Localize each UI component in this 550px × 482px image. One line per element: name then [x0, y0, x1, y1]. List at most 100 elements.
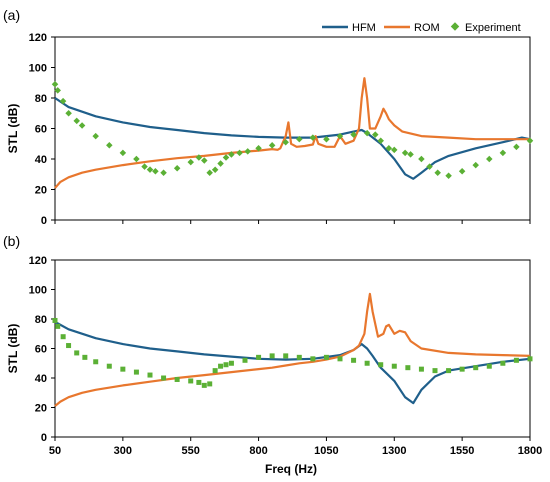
experiment-point: [268, 142, 276, 149]
experiment-point: [283, 353, 289, 359]
experiment-point: [434, 169, 441, 176]
experiment-point: [459, 366, 465, 372]
experiment-point: [513, 143, 520, 151]
experiment-point: [106, 142, 113, 149]
experiment-point: [146, 166, 154, 173]
experiment-point: [217, 160, 224, 167]
series-hfm-line: [54, 320, 531, 405]
experiment-point: [78, 122, 86, 129]
experiment-point: [513, 357, 519, 363]
experiment-point: [173, 164, 181, 172]
x-tick-label: 800: [249, 445, 267, 457]
experiment-point: [55, 323, 61, 329]
experiment-point: [363, 129, 371, 137]
experiment-point: [206, 169, 213, 176]
experiment-point: [228, 151, 235, 158]
experiment-point: [378, 362, 384, 368]
x-axis-label: Freq (Hz): [265, 462, 317, 476]
legend: HFM ROM Experiment: [322, 22, 521, 34]
experiment-point: [486, 363, 492, 369]
experiment-point: [93, 359, 99, 365]
experiment-point: [73, 117, 80, 125]
experiment-point: [364, 360, 370, 366]
y-axis-label: STL (dB): [6, 324, 20, 374]
experiment-point: [207, 381, 213, 387]
experiment-point: [244, 148, 251, 155]
x-tick-label: 1550: [450, 445, 474, 457]
y-tick-label: 80: [35, 314, 47, 326]
experiment-point: [401, 149, 409, 157]
y-tick-label: 100: [29, 63, 47, 75]
series-rom-line: [54, 292, 531, 407]
x-tick-label: 1300: [382, 445, 406, 457]
legend-experiment-swatch: [450, 22, 460, 31]
y-tick-label: 60: [35, 124, 47, 136]
experiment-point: [133, 155, 140, 163]
experiment-point: [59, 97, 67, 105]
experiment-point: [196, 379, 202, 385]
experiment-point: [242, 357, 248, 363]
experiment-point: [350, 131, 357, 138]
experiment-point: [486, 155, 493, 163]
y-tick-label: 20: [35, 403, 47, 415]
experiment-point: [337, 356, 343, 362]
experiment-point: [211, 166, 219, 173]
experiment-point: [51, 81, 59, 88]
legend-rom-label: ROM: [414, 22, 440, 34]
experiment-point: [351, 357, 357, 363]
experiment-point: [432, 368, 438, 374]
experiment-point: [187, 158, 194, 166]
experiment-point: [195, 154, 203, 161]
experiment-point: [458, 167, 466, 175]
experiment-point: [236, 149, 243, 157]
experiment-point: [106, 363, 112, 369]
experiment-point: [269, 353, 275, 359]
experiment-point: [223, 362, 229, 368]
experiment-point: [407, 151, 414, 158]
experiment-point: [391, 146, 398, 154]
experiment-point: [310, 356, 316, 362]
experiment-point: [323, 135, 330, 143]
experiment-point: [323, 354, 329, 360]
chart-panel-a: 0 20 40 60 80 100 120 STL (dB): [6, 32, 534, 227]
experiment-point: [526, 137, 534, 144]
experiment-point: [527, 356, 533, 362]
y-tick-label: 100: [29, 285, 47, 297]
experiment-point: [418, 155, 425, 163]
experiment-point: [188, 378, 194, 384]
experiment-point: [445, 172, 452, 180]
experiment-point: [65, 109, 72, 117]
panel-label-a: (a): [3, 7, 20, 23]
plot-frame: [54, 259, 531, 438]
chart-panel-b: 0 20 40 60 80 100 120 50 300 550 800 1050 1300 1550 18…: [6, 255, 542, 457]
experiment-point: [218, 363, 224, 369]
series-rom-line: [54, 77, 530, 189]
experiment-point: [500, 360, 506, 366]
plot-frame: [54, 36, 531, 221]
x-tick-label: 1050: [314, 445, 338, 457]
experiment-point: [473, 365, 479, 371]
experiment-point: [405, 365, 411, 371]
experiment-point: [418, 366, 424, 372]
experiment-point: [141, 163, 148, 170]
y-tick-label: 120: [29, 32, 47, 44]
experiment-point: [222, 154, 230, 161]
legend-hfm-label: HFM: [352, 22, 376, 34]
experiment-point: [119, 149, 127, 157]
experiment-point: [66, 343, 72, 349]
experiment-point: [120, 366, 126, 372]
experiment-point: [377, 137, 384, 144]
experiment-point: [446, 368, 452, 374]
experiment-point: [212, 368, 218, 374]
experiment-point: [336, 132, 344, 140]
y-tick-label: 40: [35, 373, 47, 385]
experiment-point: [201, 157, 208, 164]
series-experiment-points: [52, 317, 533, 388]
experiment-point: [391, 363, 397, 369]
experiment-point: [499, 149, 507, 157]
y-tick-label: 60: [35, 344, 47, 356]
y-tick-label: 0: [41, 215, 47, 227]
experiment-point: [82, 354, 88, 360]
legend-experiment-label: Experiment: [465, 22, 521, 34]
